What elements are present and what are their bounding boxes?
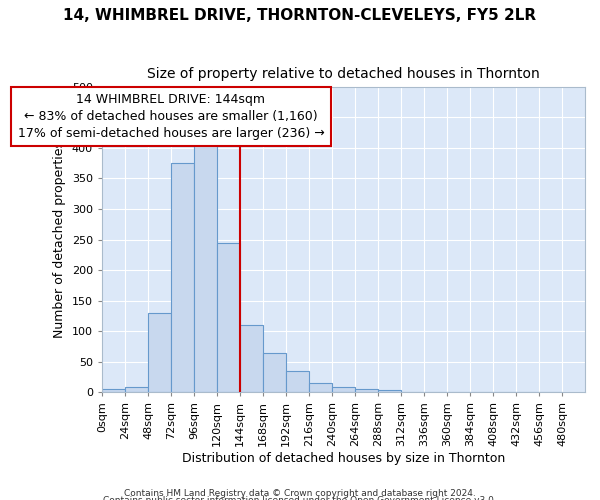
Text: Contains public sector information licensed under the Open Government Licence v3: Contains public sector information licen… <box>103 496 497 500</box>
Bar <box>148 313 171 392</box>
Bar <box>125 388 148 392</box>
Bar <box>286 371 309 392</box>
Bar <box>263 352 286 393</box>
Bar <box>240 325 263 392</box>
Bar <box>217 242 240 392</box>
Bar <box>194 139 217 392</box>
Bar <box>171 163 194 392</box>
Text: 14 WHIMBREL DRIVE: 144sqm
← 83% of detached houses are smaller (1,160)
17% of se: 14 WHIMBREL DRIVE: 144sqm ← 83% of detac… <box>17 93 325 140</box>
Text: Contains HM Land Registry data © Crown copyright and database right 2024.: Contains HM Land Registry data © Crown c… <box>124 488 476 498</box>
Bar <box>378 390 401 392</box>
Bar <box>102 389 125 392</box>
Title: Size of property relative to detached houses in Thornton: Size of property relative to detached ho… <box>147 68 540 82</box>
Bar <box>309 383 332 392</box>
Bar <box>332 388 355 392</box>
Bar <box>355 389 378 392</box>
Text: 14, WHIMBREL DRIVE, THORNTON-CLEVELEYS, FY5 2LR: 14, WHIMBREL DRIVE, THORNTON-CLEVELEYS, … <box>64 8 536 22</box>
X-axis label: Distribution of detached houses by size in Thornton: Distribution of detached houses by size … <box>182 452 505 465</box>
Y-axis label: Number of detached properties: Number of detached properties <box>53 141 66 338</box>
